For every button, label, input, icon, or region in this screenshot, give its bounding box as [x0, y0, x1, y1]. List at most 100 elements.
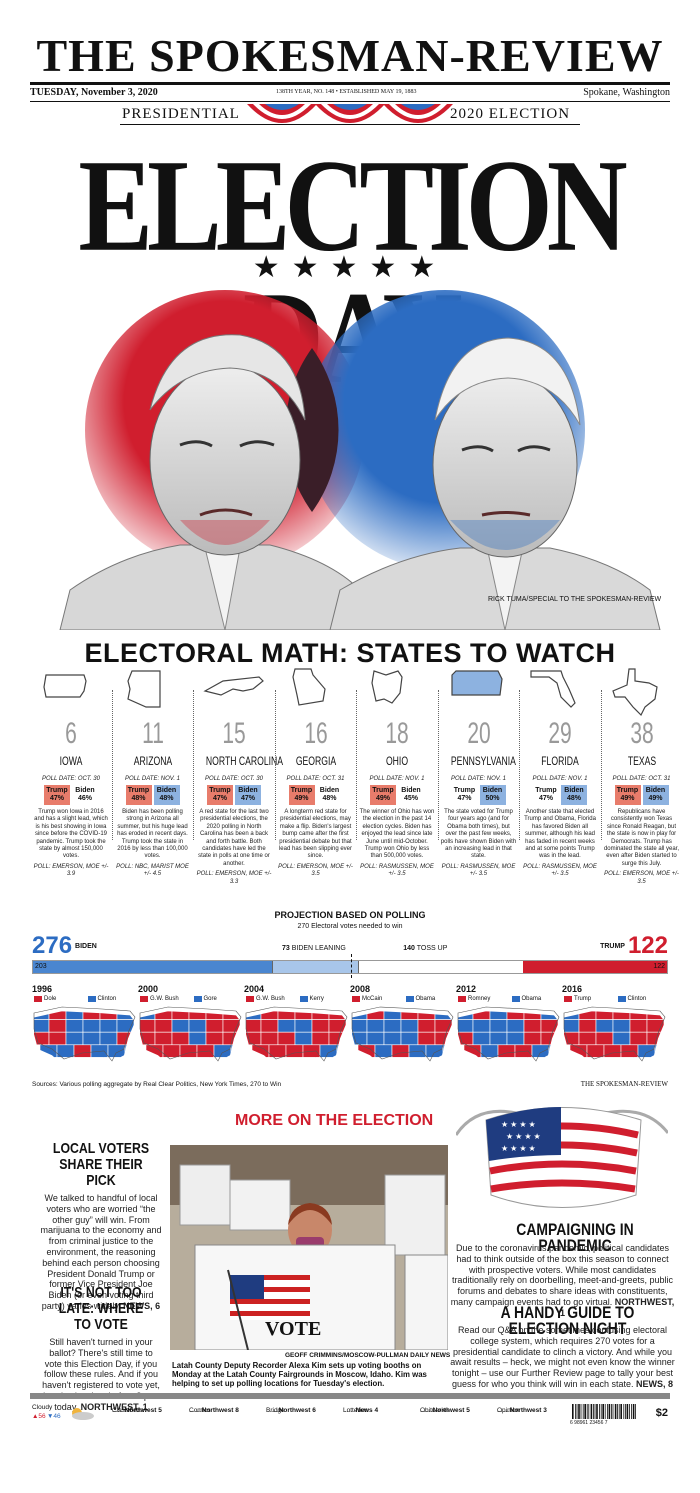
index-item[interactable]: Opinion .......Northwest 3 — [497, 1407, 547, 1414]
pandemic-ref: NORTHWEST, 1 — [559, 1296, 675, 1318]
trump-total: TRUMP 122 — [600, 932, 668, 960]
electoral-votes: 6 — [65, 717, 77, 750]
electoral-votes: 38 — [629, 717, 654, 750]
state-blurb: A red state for the last two presidentia… — [198, 809, 270, 867]
dem-candidate: Gore — [192, 995, 244, 1003]
trump-poll: Trump 47% — [44, 785, 70, 805]
booth-sign: VOTE — [265, 1318, 322, 1340]
index-item[interactable]: Bridge .......Northwest 6 — [266, 1407, 316, 1414]
masthead-title: THE SPOKESMAN-REVIEW — [36, 30, 664, 81]
index-item[interactable]: Lotteries .......News 4 — [343, 1407, 379, 1414]
index-footer: Cloudy ▲56 ▼46 Classifieds .......Northwe… — [30, 1404, 670, 1426]
state-blurb: Republicans have consistently won Texas … — [603, 809, 680, 867]
stars-icon: ★★★★★ — [252, 251, 448, 284]
biden-poll-label: Biden — [482, 787, 503, 794]
north-carolina-outline-icon — [195, 672, 273, 712]
map-legend: Romney Obama — [456, 995, 561, 1003]
where-to-vote-story[interactable]: IT'S NOT TOO LATE: WHERE TO VOTE Still h… — [40, 1285, 162, 1413]
where-to-vote-body: Still haven't turned in your ballot? The… — [40, 1337, 162, 1413]
iowa-outline-icon — [32, 672, 110, 712]
texas-outline-icon — [603, 668, 681, 717]
rep-candidate-name: McCain — [362, 996, 383, 1002]
index-item[interactable]: Classifieds .......Northwest 5 — [112, 1407, 162, 1414]
trump-poll-label: Trump — [209, 787, 231, 794]
index-item[interactable]: Obituaries .......Northwest 5 — [420, 1407, 470, 1414]
poll-date: POLL DATE: OCT. 30 — [205, 776, 263, 782]
biden-leaning-text: BIDEN LEANING — [291, 945, 346, 952]
index-item[interactable]: Comics .......Northwest 8 — [189, 1407, 239, 1414]
florida-outline-icon — [521, 670, 599, 712]
poll-results: Trump 49% Biden 49% — [603, 785, 681, 805]
tossup-label: 140 TOSS UP — [403, 945, 447, 952]
trump-poll-label: Trump — [453, 787, 476, 794]
biden-total-label: BIDEN — [75, 943, 97, 951]
poll-source: POLL: RASMUSSEN, MOE +/- 3.5 — [441, 863, 516, 878]
map-legend: G.W. Bush Gore — [138, 995, 243, 1003]
map-legend: McCain Obama — [350, 995, 455, 1003]
poll-date: POLL DATE: NOV. 1 — [369, 776, 425, 782]
biden-leaning-value: 73 — [281, 945, 290, 952]
local-voters-story[interactable]: LOCAL VOTERS SHARE THEIR PICK We talked … — [40, 1141, 162, 1312]
rep-candidate: Dole — [32, 995, 84, 1003]
biden-poll-label: Biden — [75, 787, 95, 794]
dem-candidate: Obama — [404, 995, 456, 1003]
trump-poll-pct: 48% — [131, 795, 146, 802]
barcode-number: 6 98961 23456 7 — [570, 1420, 608, 1426]
biden-poll: Biden 50% — [479, 785, 506, 805]
photo-credit: GEOFF CRIMMINS/MOSCOW-PULLMAN DAILY NEWS — [285, 1352, 451, 1359]
biden-poll: Biden 46% — [72, 785, 98, 805]
rep-candidate-name: Romney — [468, 996, 491, 1002]
weather-low: ▼46 — [47, 1413, 61, 1420]
flag-mask-icon: ★ ★ ★ ★ ★ ★ ★ ★ ★ ★ ★ ★ — [456, 1107, 668, 1208]
poll-source: POLL: EMERSON, MOE +/- 3.3 — [196, 871, 272, 885]
biden-total-value: 276 — [32, 932, 73, 959]
electoral-votes: 15 — [222, 717, 246, 750]
biden-poll-pct: 49% — [648, 795, 663, 802]
bunting-icon — [247, 104, 453, 123]
dem-candidate-name: Gore — [203, 996, 217, 1002]
guide-story[interactable]: A HANDY GUIDE TO ELECTION NIGHT — [455, 1304, 680, 1337]
trump-solid-segment: 122 — [523, 961, 667, 973]
biden-poll-pct: 48% — [159, 795, 174, 802]
candidate-portraits-illustration — [59, 290, 661, 630]
state-blurb: A longterm red state for presidential el… — [278, 809, 353, 860]
local-voters-ref: NEWS, 6 — [123, 1300, 161, 1311]
local-voters-text: We talked to handful of local voters who… — [40, 1193, 162, 1311]
biden-leaning-segment — [272, 961, 359, 973]
us-map-2016-icon — [563, 1006, 666, 1062]
map-year: 1996 — [32, 984, 53, 994]
index-label: Bridge — [266, 1407, 285, 1414]
biden-poll-pct: 50% — [485, 795, 500, 802]
illustration-credit: RICK TUMA/SPECIAL TO THE SPOKESMAN-REVIE… — [488, 596, 662, 603]
map-year: 2008 — [350, 984, 371, 994]
tossup-value: 140 — [403, 945, 415, 952]
issue-date: TUESDAY, November 3, 2020 — [30, 87, 158, 98]
state-blurb: The state voted for Trump four years ago… — [440, 809, 517, 860]
electoral-votes: 16 — [303, 717, 328, 750]
state-blurb: Another state that elected Trump and Oba… — [524, 809, 596, 860]
state-column-pennsylvania: 20 PENNSYLVANIA POLL DATE: NOV. 1 Trump 47% B… — [440, 670, 518, 879]
rep-candidate-name: Trump — [574, 996, 592, 1002]
map-legend: Dole Clinton — [32, 995, 137, 1003]
biden-poll-pct: 48% — [566, 795, 581, 802]
pandemic-story[interactable]: CAMPAIGNING IN PANDEMIC — [470, 1221, 680, 1254]
svg-text:★ ★ ★ ★: ★ ★ ★ ★ — [506, 1132, 541, 1141]
index-ref: Northwest 6 — [278, 1407, 316, 1414]
dem-candidate: Clinton — [616, 995, 668, 1003]
index-ref: Northwest 3 — [509, 1407, 547, 1414]
footer-rule — [30, 1393, 670, 1399]
trump-poll: Trump 47% — [452, 785, 478, 805]
us-map-2000-icon — [139, 1006, 242, 1062]
state-column-ohio: 18 OHIO POLL DATE: NOV. 1 Trump 49% Biden 45% T… — [358, 670, 436, 879]
270-marker — [351, 954, 353, 978]
local-voters-body: We talked to handful of local voters who… — [40, 1193, 162, 1312]
sources-note: Sources: Various polling aggregate by Re… — [32, 1081, 282, 1088]
svg-text:★ ★ ★ ★: ★ ★ ★ ★ — [501, 1120, 536, 1129]
state-name: ARIZONA — [133, 754, 172, 768]
poll-source: POLL: NBC, MARIST MOE +/- 4.5 — [116, 863, 189, 878]
trump-total-value: 122 — [627, 932, 668, 959]
rep-candidate: Trump — [562, 995, 614, 1003]
poll-date: POLL DATE: OCT. 30 — [42, 776, 100, 782]
biden-solid-segment: 203 — [33, 961, 273, 973]
georgia-outline-icon — [277, 668, 355, 712]
